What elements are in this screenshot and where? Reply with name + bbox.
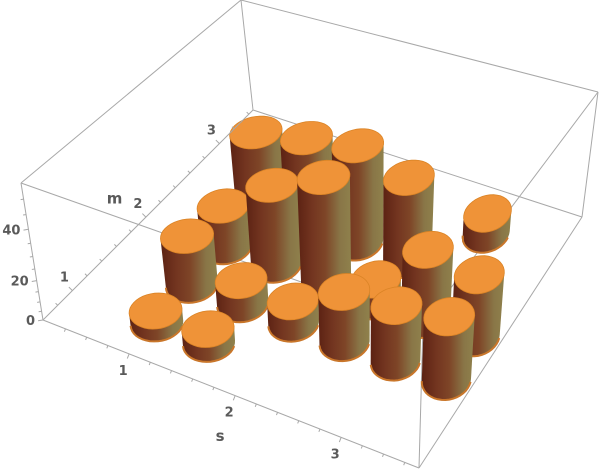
cylinder-top bbox=[370, 286, 423, 326]
axis-minor-tick-s bbox=[212, 387, 215, 391]
axis-minor-tick-m bbox=[187, 170, 191, 174]
axis-line bbox=[42, 109, 254, 321]
cylinder-top bbox=[317, 273, 371, 311]
axis-minor-tick-s bbox=[360, 445, 363, 449]
axis-minor-tick-s bbox=[254, 403, 257, 407]
axis-tick-s bbox=[338, 437, 342, 443]
axis-minor-tick-m bbox=[172, 185, 176, 189]
axis-tick-z bbox=[37, 319, 44, 322]
cylinder-top bbox=[279, 121, 333, 156]
axis-minor-tick-m bbox=[202, 155, 206, 159]
axis-minor-tick-m bbox=[114, 244, 117, 247]
axis-tick-m bbox=[68, 286, 73, 291]
cylinder-bar bbox=[214, 262, 269, 324]
axes: 1 2 3 1 2 3 0 20 40 s m bbox=[2, 109, 420, 469]
cylinder-top bbox=[160, 218, 215, 254]
axis-tick-z bbox=[31, 280, 37, 282]
axis-minor-tick-s bbox=[85, 337, 88, 341]
axis-minor-tick-m bbox=[231, 126, 235, 130]
axis-tick-s bbox=[232, 395, 236, 401]
cylinder-top bbox=[423, 297, 476, 337]
cylinder-base-rim bbox=[420, 381, 472, 402]
cylinder-top bbox=[266, 282, 319, 321]
axis-minor-tick-s bbox=[275, 412, 279, 416]
tick-label-z: 40 bbox=[2, 223, 20, 238]
cylinder-bar bbox=[296, 159, 352, 303]
plot-box-edge bbox=[240, 0, 254, 111]
cylinder-side bbox=[297, 160, 352, 302]
tick-label-z: 0 bbox=[26, 314, 35, 329]
axis-minor-tick-s bbox=[106, 345, 109, 349]
cylinder-base-rim bbox=[461, 235, 509, 254]
axis-minor-tick-m bbox=[99, 258, 103, 262]
cylinder-base-rim bbox=[318, 343, 370, 363]
cylinder-top bbox=[245, 167, 299, 203]
axis-line bbox=[42, 319, 420, 469]
axis-minor-tick-s bbox=[169, 370, 172, 374]
tick-label-z: 20 bbox=[11, 275, 29, 290]
plot-box-edge bbox=[240, 0, 599, 93]
axis-minor-tick-s bbox=[191, 378, 194, 382]
cylinder-bar bbox=[420, 297, 476, 402]
plot-box-edge bbox=[20, 0, 242, 184]
cylinder-top bbox=[402, 231, 454, 269]
axis-tick-s bbox=[126, 353, 130, 359]
axis-tick-m bbox=[215, 139, 220, 144]
axis-minor-tick-s bbox=[403, 462, 406, 466]
axis-minor-tick-s bbox=[63, 328, 66, 332]
tick-label-m: 2 bbox=[133, 197, 142, 212]
cylinder-top bbox=[296, 159, 351, 196]
axis-minor-tick-s bbox=[382, 453, 385, 458]
axis-label-m: m bbox=[107, 189, 123, 207]
cylinder-base-rim bbox=[369, 362, 421, 382]
cylinder-top bbox=[181, 310, 235, 348]
axis-minor-tick-s bbox=[297, 420, 300, 424]
axis-minor-tick-s bbox=[148, 362, 151, 366]
tick-label-s: 1 bbox=[119, 364, 128, 379]
axis-minor-tick-m bbox=[84, 273, 88, 277]
cylinder-top bbox=[128, 292, 183, 330]
cylinder-top bbox=[463, 194, 512, 233]
axis-minor-tick-m bbox=[55, 302, 59, 306]
axis-tick-m bbox=[142, 213, 147, 218]
axis-line bbox=[20, 182, 44, 321]
cylinder-bar bbox=[461, 194, 512, 254]
cylinder-bar bbox=[128, 292, 184, 343]
cylinder-bar bbox=[266, 282, 320, 343]
axis-label-s: s bbox=[216, 427, 225, 445]
plot-box-edge bbox=[418, 216, 583, 469]
plot-box-edge bbox=[418, 324, 424, 469]
cylinder-top bbox=[229, 115, 283, 150]
axis-minor-tick-m bbox=[128, 229, 132, 233]
cylinder-bar bbox=[245, 167, 302, 284]
cylinder-bar bbox=[317, 273, 371, 363]
cylinder-top bbox=[383, 159, 435, 196]
axis-minor-tick-s bbox=[318, 428, 321, 432]
tick-label-m: 1 bbox=[60, 271, 69, 286]
tick-label-s: 2 bbox=[225, 406, 234, 421]
cylinder-top bbox=[214, 262, 268, 300]
cylinder-bar bbox=[369, 286, 423, 382]
cylinder-top bbox=[331, 128, 385, 164]
cylinder-base-rim bbox=[182, 345, 236, 363]
cylinder-bar bbox=[181, 310, 236, 363]
cylinder-bar bbox=[160, 218, 218, 304]
tick-label-m: 3 bbox=[207, 124, 216, 139]
cylinder-top bbox=[453, 255, 505, 295]
cylinder-base-rim bbox=[267, 324, 320, 343]
cylinder-base-rim bbox=[129, 325, 184, 343]
plot-box-edge bbox=[581, 91, 599, 218]
axis-tick-z bbox=[23, 228, 29, 231]
cylinder-bars bbox=[128, 115, 512, 402]
tick-label-s: 3 bbox=[331, 447, 340, 462]
axis-minor-tick-m bbox=[246, 111, 250, 115]
axis-minor-tick-m bbox=[158, 199, 161, 203]
